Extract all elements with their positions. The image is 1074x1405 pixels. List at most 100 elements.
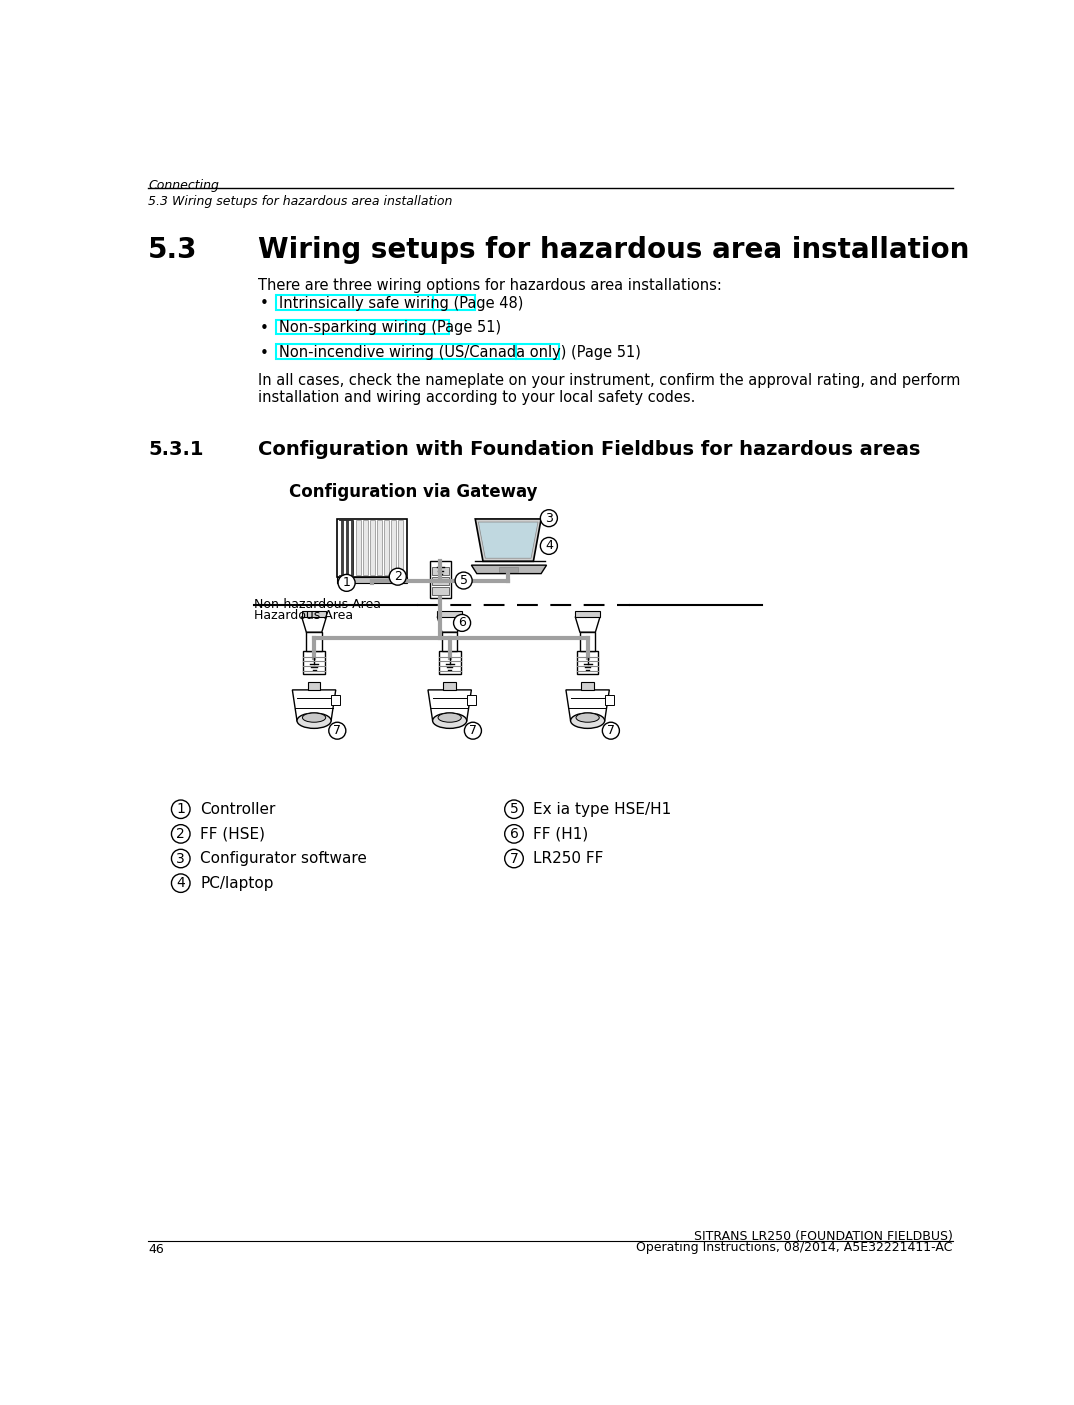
Text: FF (HSE): FF (HSE) [200, 826, 265, 842]
Text: 6: 6 [509, 828, 519, 840]
Text: 7: 7 [469, 724, 477, 738]
Text: Configurator software: Configurator software [200, 851, 367, 865]
Text: 7: 7 [510, 851, 519, 865]
Polygon shape [302, 617, 326, 632]
Text: Connecting: Connecting [148, 180, 219, 192]
Bar [605, 694, 614, 705]
Bar [276, 295, 433, 309]
Text: Controller: Controller [200, 802, 276, 816]
Text: Configuration via Gateway: Configuration via Gateway [289, 483, 538, 500]
Bar [308, 683, 320, 690]
Text: Configuration with Foundation Fieldbus for hazardous areas: Configuration with Foundation Fieldbus f… [258, 440, 920, 458]
Text: 5.3: 5.3 [148, 236, 198, 264]
Circle shape [172, 874, 190, 892]
Ellipse shape [433, 712, 467, 728]
Bar [355, 520, 361, 575]
Bar [391, 520, 396, 575]
Polygon shape [427, 690, 471, 721]
Bar [383, 520, 389, 575]
Text: Wiring setups for hazardous area installation: Wiring setups for hazardous area install… [258, 236, 970, 264]
Circle shape [389, 568, 406, 584]
Bar [441, 658, 458, 670]
Bar [397, 520, 403, 575]
Text: Hazardous Area: Hazardous Area [255, 608, 353, 622]
Bar [439, 652, 461, 674]
Bar [432, 568, 449, 575]
Bar [467, 694, 476, 705]
Text: There are three wiring options for hazardous area installations:: There are three wiring options for hazar… [258, 278, 722, 292]
Ellipse shape [297, 712, 331, 728]
Bar [303, 652, 325, 674]
Bar [498, 566, 518, 572]
Ellipse shape [303, 712, 325, 722]
Bar [444, 683, 455, 690]
Circle shape [505, 825, 523, 843]
Circle shape [172, 825, 190, 843]
Circle shape [540, 538, 557, 555]
Text: Ex ia type HSE/H1: Ex ia type HSE/H1 [534, 802, 671, 816]
Text: 4: 4 [545, 540, 553, 552]
Bar [339, 520, 352, 575]
Polygon shape [476, 518, 541, 562]
Bar [437, 611, 462, 617]
Polygon shape [478, 523, 538, 558]
Circle shape [505, 799, 523, 819]
Bar [580, 632, 595, 652]
Circle shape [172, 849, 190, 868]
Text: 1: 1 [343, 576, 350, 589]
Circle shape [329, 722, 346, 739]
Text: 5.3.1: 5.3.1 [148, 440, 204, 458]
Bar [302, 611, 326, 617]
Text: 7: 7 [333, 724, 342, 738]
Bar [432, 587, 449, 596]
Bar [363, 520, 368, 575]
Text: Non-sparking wiring (Page 51): Non-sparking wiring (Page 51) [279, 320, 502, 336]
Polygon shape [292, 690, 336, 721]
Text: Non-hazardous Area: Non-hazardous Area [255, 599, 381, 611]
Bar [441, 632, 458, 652]
Text: 5: 5 [510, 802, 519, 816]
Text: Non-incendive wiring (US/Canada only) (Page 51): Non-incendive wiring (US/Canada only) (P… [279, 346, 641, 360]
Text: •: • [260, 346, 268, 361]
Text: 46: 46 [148, 1243, 164, 1256]
Text: 3: 3 [545, 511, 553, 524]
Text: In all cases, check the nameplate on your instrument, confirm the approval ratin: In all cases, check the nameplate on you… [258, 372, 960, 405]
Bar [432, 577, 449, 584]
Text: FF (H1): FF (H1) [534, 826, 589, 842]
Text: 3: 3 [176, 851, 185, 865]
Text: 2: 2 [176, 828, 185, 840]
Text: LR250 FF: LR250 FF [534, 851, 604, 865]
Bar [276, 344, 517, 358]
Ellipse shape [576, 712, 599, 722]
Text: •: • [260, 322, 268, 336]
Text: Intrinsically safe wiring (Page 48): Intrinsically safe wiring (Page 48) [279, 295, 523, 311]
Polygon shape [471, 565, 547, 573]
Circle shape [455, 572, 473, 589]
Bar [430, 562, 451, 599]
Polygon shape [576, 617, 600, 632]
Circle shape [172, 799, 190, 819]
Circle shape [540, 510, 557, 527]
Bar [377, 520, 382, 575]
Text: 5: 5 [460, 575, 467, 587]
Bar [433, 295, 476, 309]
Text: 2: 2 [394, 570, 402, 583]
Bar [337, 576, 407, 583]
Text: Operating Instructions, 08/2014, A5E32221411-AC: Operating Instructions, 08/2014, A5E3222… [636, 1241, 953, 1255]
Circle shape [603, 722, 620, 739]
Bar [580, 658, 595, 670]
Bar [306, 632, 322, 652]
Text: •: • [260, 296, 268, 312]
Bar [517, 344, 558, 358]
Bar [406, 319, 449, 334]
Circle shape [338, 575, 355, 592]
Circle shape [453, 614, 470, 631]
Bar [337, 518, 407, 576]
Circle shape [464, 722, 481, 739]
Polygon shape [566, 690, 609, 721]
Bar [331, 694, 340, 705]
Bar [369, 520, 375, 575]
Text: 4: 4 [176, 877, 185, 891]
Ellipse shape [438, 712, 462, 722]
Bar [581, 683, 594, 690]
